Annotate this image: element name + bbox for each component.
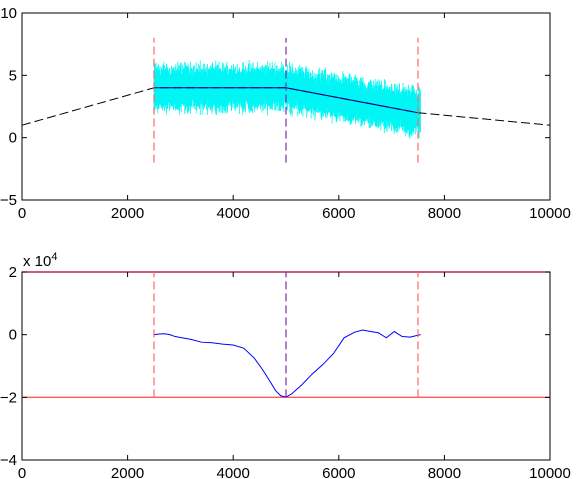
top-tick-marks bbox=[21, 12, 551, 201]
bottom-xtick-label: 6000 bbox=[322, 465, 355, 479]
top-ytick-label: 5 bbox=[9, 67, 17, 84]
bottom-xtick-label: 4000 bbox=[217, 465, 250, 479]
bottom-ytick-label: 2 bbox=[9, 264, 17, 281]
bottom-ytick-label: −2 bbox=[0, 389, 17, 406]
bottom-xtick-label: 8000 bbox=[428, 465, 461, 479]
top-xtick-label: 2000 bbox=[111, 205, 144, 222]
top-series-line-0 bbox=[21, 87, 551, 126]
bottom-tick-marks bbox=[21, 271, 551, 461]
top-xtick-label: 6000 bbox=[322, 205, 355, 222]
top-ytick-label: −5 bbox=[0, 192, 17, 209]
top-xtick-label: 4000 bbox=[217, 205, 250, 222]
y-multiplier-label: x 104 bbox=[23, 251, 57, 270]
bottom-xtick-label: 2000 bbox=[111, 465, 144, 479]
top-ytick-label: 0 bbox=[9, 130, 17, 147]
bottom-xtick-label: 0 bbox=[18, 465, 26, 479]
y-multiplier-exponent: 4 bbox=[51, 251, 57, 263]
bottom-ytick-label: 0 bbox=[9, 327, 17, 344]
bottom-plot-area bbox=[22, 271, 550, 398]
bottom-axes: 0 2000 4000 6000 8000 10000 −4 −2 0 2 x 104 bbox=[0, 251, 571, 479]
bottom-ytick-label: −4 bbox=[0, 452, 17, 469]
bottom-series-line-0 bbox=[153, 329, 421, 398]
top-plot-area bbox=[21, 37, 551, 163]
top-xtick-label: 10000 bbox=[529, 205, 571, 222]
top-xtick-label: 8000 bbox=[428, 205, 461, 222]
top-xtick-label: 0 bbox=[18, 205, 26, 222]
top-axes-frame bbox=[21, 12, 551, 201]
y-multiplier-base: x 10 bbox=[23, 253, 51, 270]
bottom-xtick-label: 10000 bbox=[529, 465, 571, 479]
bottom-tick-labels: 0 2000 4000 6000 8000 10000 −4 −2 0 2 bbox=[0, 264, 571, 479]
top-ytick-label: 10 bbox=[0, 5, 17, 22]
